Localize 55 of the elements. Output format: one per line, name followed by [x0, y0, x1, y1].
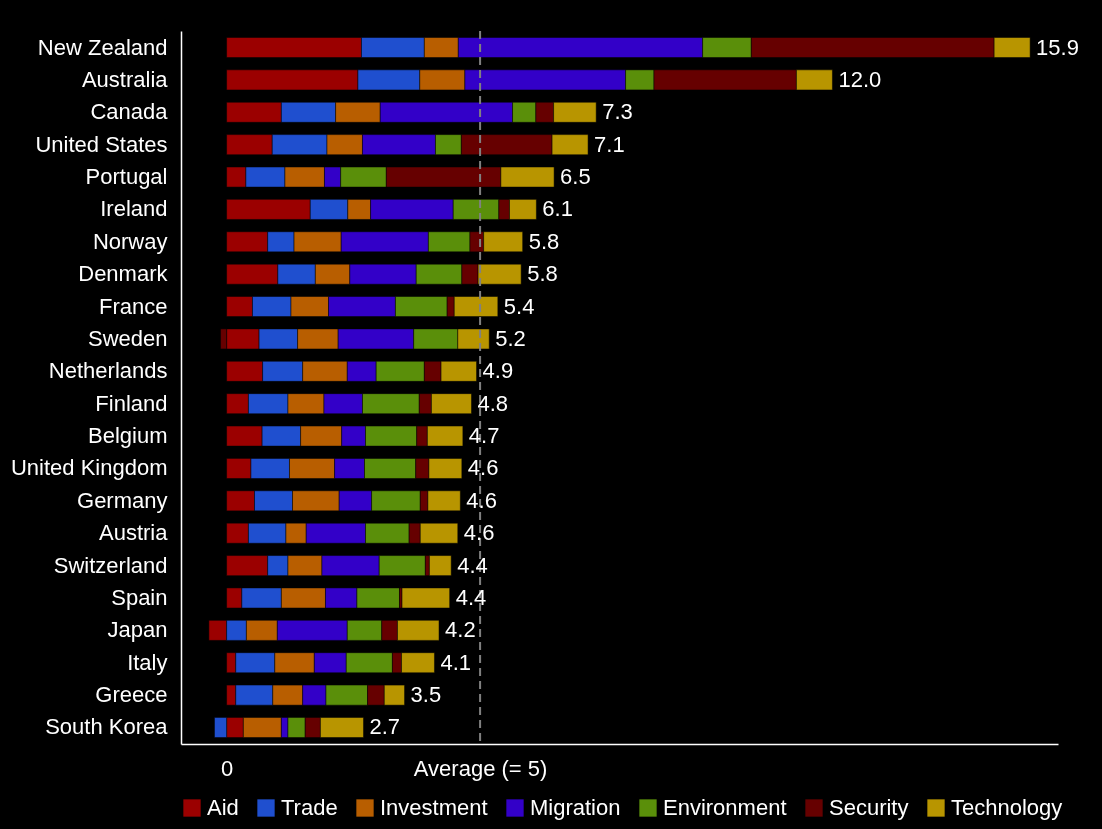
total-label: 4.6 [463, 520, 495, 546]
total-label: 5.2 [495, 325, 526, 351]
legend-label: Technology [951, 795, 1063, 820]
total-label: 12.0 [838, 66, 882, 92]
x-tick-label: Average (= 5) [413, 755, 548, 781]
total-label: 6.1 [542, 196, 573, 222]
total-label: 5.8 [527, 261, 558, 287]
total-label: 5.8 [528, 228, 560, 254]
legend-label: Aid [207, 795, 239, 820]
y-tick-label: United Kingdom [10, 455, 168, 481]
y-tick-label: Sweden [87, 325, 168, 351]
total-label: 3.5 [410, 682, 442, 708]
bar [401, 587, 450, 609]
legend-label: Environment [663, 795, 787, 820]
y-tick-label: France [99, 293, 168, 319]
y-tick-label: Ireland [100, 196, 168, 222]
total-label: 4.4 [455, 584, 487, 610]
total-label: 4.4 [457, 552, 488, 578]
y-tick-label: Denmark [78, 261, 169, 287]
y-tick-label: Austria [99, 520, 169, 546]
y-tick-label: Spain [111, 584, 168, 610]
total-label: 15.9 [1036, 34, 1079, 60]
legend-label: Migration [530, 795, 621, 820]
y-tick-label: New Zealand [37, 34, 168, 60]
total-label: 6.5 [560, 164, 591, 190]
total-label: 5.4 [503, 293, 535, 319]
y-tick-label: Australia [81, 66, 169, 92]
y-tick-label: Finland [95, 390, 168, 416]
total-label: 7.1 [594, 131, 625, 157]
bar [429, 555, 452, 576]
y-tick-label: South Korea [45, 714, 169, 740]
x-tick-label: 0 [221, 755, 234, 781]
y-tick-label: Switzerland [53, 552, 168, 578]
total-label: 4.6 [466, 487, 497, 513]
legend-label: Investment [380, 795, 488, 820]
total-label: 4.9 [482, 358, 514, 384]
legend-label: Security [829, 795, 909, 820]
y-tick-label: Italy [127, 649, 168, 675]
total-label: 4.7 [468, 423, 500, 449]
y-tick-label: Belgium [88, 423, 168, 449]
total-label: 2.7 [369, 714, 401, 740]
y-tick-label: Germany [77, 487, 168, 513]
y-tick-label: United States [35, 131, 168, 157]
y-tick-label: Norway [92, 228, 168, 254]
y-tick-label: Portugal [85, 164, 168, 190]
total-label: 7.3 [602, 99, 633, 125]
legend-label: Trade [281, 795, 338, 820]
total-label: 4.2 [445, 617, 476, 643]
y-tick-label: Japan [107, 617, 168, 643]
y-tick-label: Canada [90, 99, 169, 125]
total-label: 4.8 [477, 390, 509, 416]
total-label: 4.6 [467, 455, 499, 481]
total-label: 4.1 [440, 649, 472, 675]
y-tick-label: Netherlands [48, 358, 168, 384]
y-tick-label: Greece [95, 682, 168, 708]
